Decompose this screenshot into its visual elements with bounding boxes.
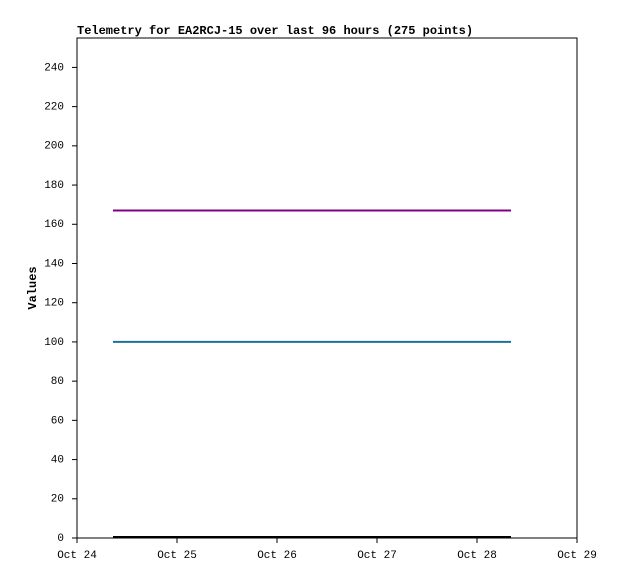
x-tick-label: Oct 29 bbox=[557, 550, 597, 562]
x-tick-label: Oct 24 bbox=[57, 550, 97, 562]
y-tick-label: 80 bbox=[51, 376, 64, 388]
x-tick-label: Oct 27 bbox=[357, 550, 397, 562]
y-tick-label: 20 bbox=[51, 494, 64, 506]
y-axis-label: Values bbox=[26, 266, 40, 309]
x-tick-label: Oct 28 bbox=[457, 550, 497, 562]
chart-title: Telemetry for EA2RCJ-15 over last 96 hou… bbox=[77, 24, 473, 38]
plot-frame bbox=[76, 37, 578, 539]
y-tick-label: 180 bbox=[44, 180, 64, 192]
y-tick-label: 100 bbox=[44, 337, 64, 349]
y-tick-label: 0 bbox=[57, 533, 64, 545]
y-tick-label: 160 bbox=[44, 219, 64, 231]
y-tick-label: 40 bbox=[51, 454, 64, 466]
x-tick-label: Oct 25 bbox=[157, 550, 197, 562]
y-tick-label: 60 bbox=[51, 415, 64, 427]
y-tick-label: 200 bbox=[44, 141, 64, 153]
y-tick-label: 120 bbox=[44, 298, 64, 310]
y-tick-label: 140 bbox=[44, 258, 64, 270]
y-tick-label: 220 bbox=[44, 102, 64, 114]
y-tick-label: 240 bbox=[44, 62, 64, 74]
x-tick-label: Oct 26 bbox=[257, 550, 297, 562]
